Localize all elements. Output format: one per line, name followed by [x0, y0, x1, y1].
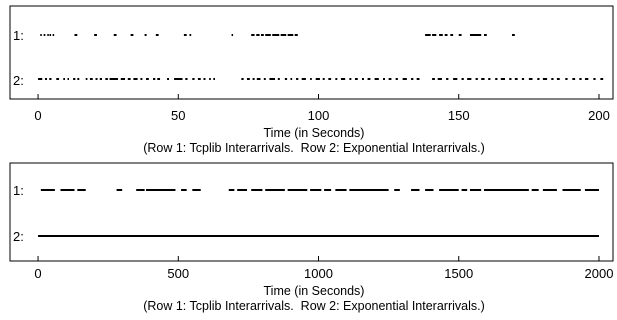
panel-1-row-2-label: 2: — [13, 73, 24, 88]
x-tick-label: 500 — [167, 266, 189, 281]
x-tick-label: 1000 — [304, 266, 333, 281]
panel-1: 1: 2: 0 50 100 150 200 Time (in Seconds) (Ro… — [9, 5, 614, 155]
panel-2-row-1-label: 1: — [13, 183, 24, 198]
x-tick-label: 0 — [34, 266, 41, 281]
x-tick-label: 0 — [34, 108, 41, 123]
panel-2: 1: 2: 0 500 1000 1500 2000 Time (in Seconds)… — [9, 162, 614, 313]
panel-1-frame — [9, 5, 614, 100]
panel-1-caption: (Row 1: Tcplib Interarrivals. Row 2: Exp… — [143, 141, 485, 155]
x-tick-label: 2000 — [585, 266, 614, 281]
x-tick-label: 50 — [171, 108, 185, 123]
panel-2-frame — [9, 162, 614, 262]
x-tick-label: 200 — [588, 108, 610, 123]
panel-1-row-1-label: 1: — [13, 28, 24, 43]
panel-2-row-2-label: 2: — [13, 229, 24, 244]
panel-2-ticks: 0 500 1000 1500 2000 — [34, 256, 613, 281]
x-tick-label: 150 — [448, 108, 470, 123]
x-tick-label: 100 — [308, 108, 330, 123]
panel-1-x-axis-label: Time (in Seconds) — [264, 126, 365, 140]
x-tick-label: 1500 — [444, 266, 473, 281]
panel-2-x-axis-label: Time (in Seconds) — [264, 284, 365, 298]
panel-2-caption: (Row 1: Tcplib Interarrivals. Row 2: Exp… — [143, 299, 485, 313]
panel-1-ticks: 0 50 100 150 200 — [34, 94, 610, 123]
